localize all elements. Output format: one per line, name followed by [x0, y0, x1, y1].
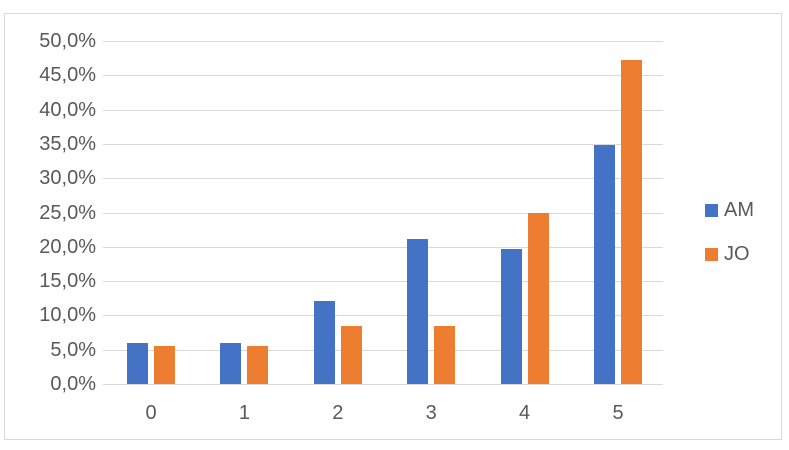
gridline — [103, 315, 663, 317]
bar-am-cat0 — [127, 342, 148, 384]
bar-am-cat2 — [313, 300, 335, 384]
y-axis-tick-label: 35,0% — [39, 132, 96, 155]
gridline — [103, 349, 663, 351]
legend-item-am: AM — [705, 200, 754, 220]
bar-am-cat4 — [500, 248, 522, 384]
gridline — [103, 178, 663, 180]
gridline — [103, 143, 663, 145]
bar-jo-cat4 — [527, 212, 549, 384]
gridline — [103, 41, 663, 42]
gridline — [103, 109, 663, 111]
y-axis-tick-label: 30,0% — [39, 167, 96, 190]
bar-am-cat3 — [407, 238, 429, 384]
gridline — [103, 212, 663, 214]
gridline — [103, 75, 663, 77]
bar-am-cat1 — [220, 342, 242, 384]
bar-jo-cat1 — [247, 346, 269, 384]
x-axis-tick-label: 3 — [425, 402, 437, 424]
y-axis-tick-label: 40,0% — [39, 98, 96, 121]
bar-jo-cat3 — [434, 326, 456, 384]
bar-am-cat5 — [594, 145, 615, 384]
x-axis-tick-label: 2 — [332, 402, 344, 424]
bar-jo-cat0 — [154, 346, 175, 384]
x-axis-tick-label: 0 — [145, 402, 157, 424]
bar-jo-cat2 — [340, 326, 362, 384]
x-axis-tick-label: 1 — [238, 402, 250, 424]
y-axis-tick-label: 20,0% — [39, 235, 96, 258]
y-axis-tick-label: 5,0% — [50, 338, 96, 361]
legend-swatch-icon — [705, 203, 718, 217]
legend-label: JO — [724, 243, 750, 265]
y-axis-tick-label: 45,0% — [39, 64, 96, 87]
legend-label: AM — [724, 199, 754, 221]
y-axis-tick-label: 0,0% — [50, 373, 96, 395]
gridline — [103, 281, 663, 283]
legend-swatch-icon — [705, 247, 718, 261]
gridline — [103, 384, 663, 385]
y-axis-tick-label: 15,0% — [39, 270, 96, 293]
x-axis-tick-label: 5 — [612, 402, 624, 424]
y-axis-tick-label: 25,0% — [39, 201, 96, 224]
y-axis-tick-label: 50,0% — [39, 30, 96, 52]
x-axis-tick-label: 4 — [519, 402, 531, 424]
y-axis-tick-label: 10,0% — [39, 304, 96, 327]
gridline — [103, 246, 663, 248]
bar-jo-cat5 — [621, 59, 642, 384]
legend-item-jo: JO — [705, 244, 750, 264]
